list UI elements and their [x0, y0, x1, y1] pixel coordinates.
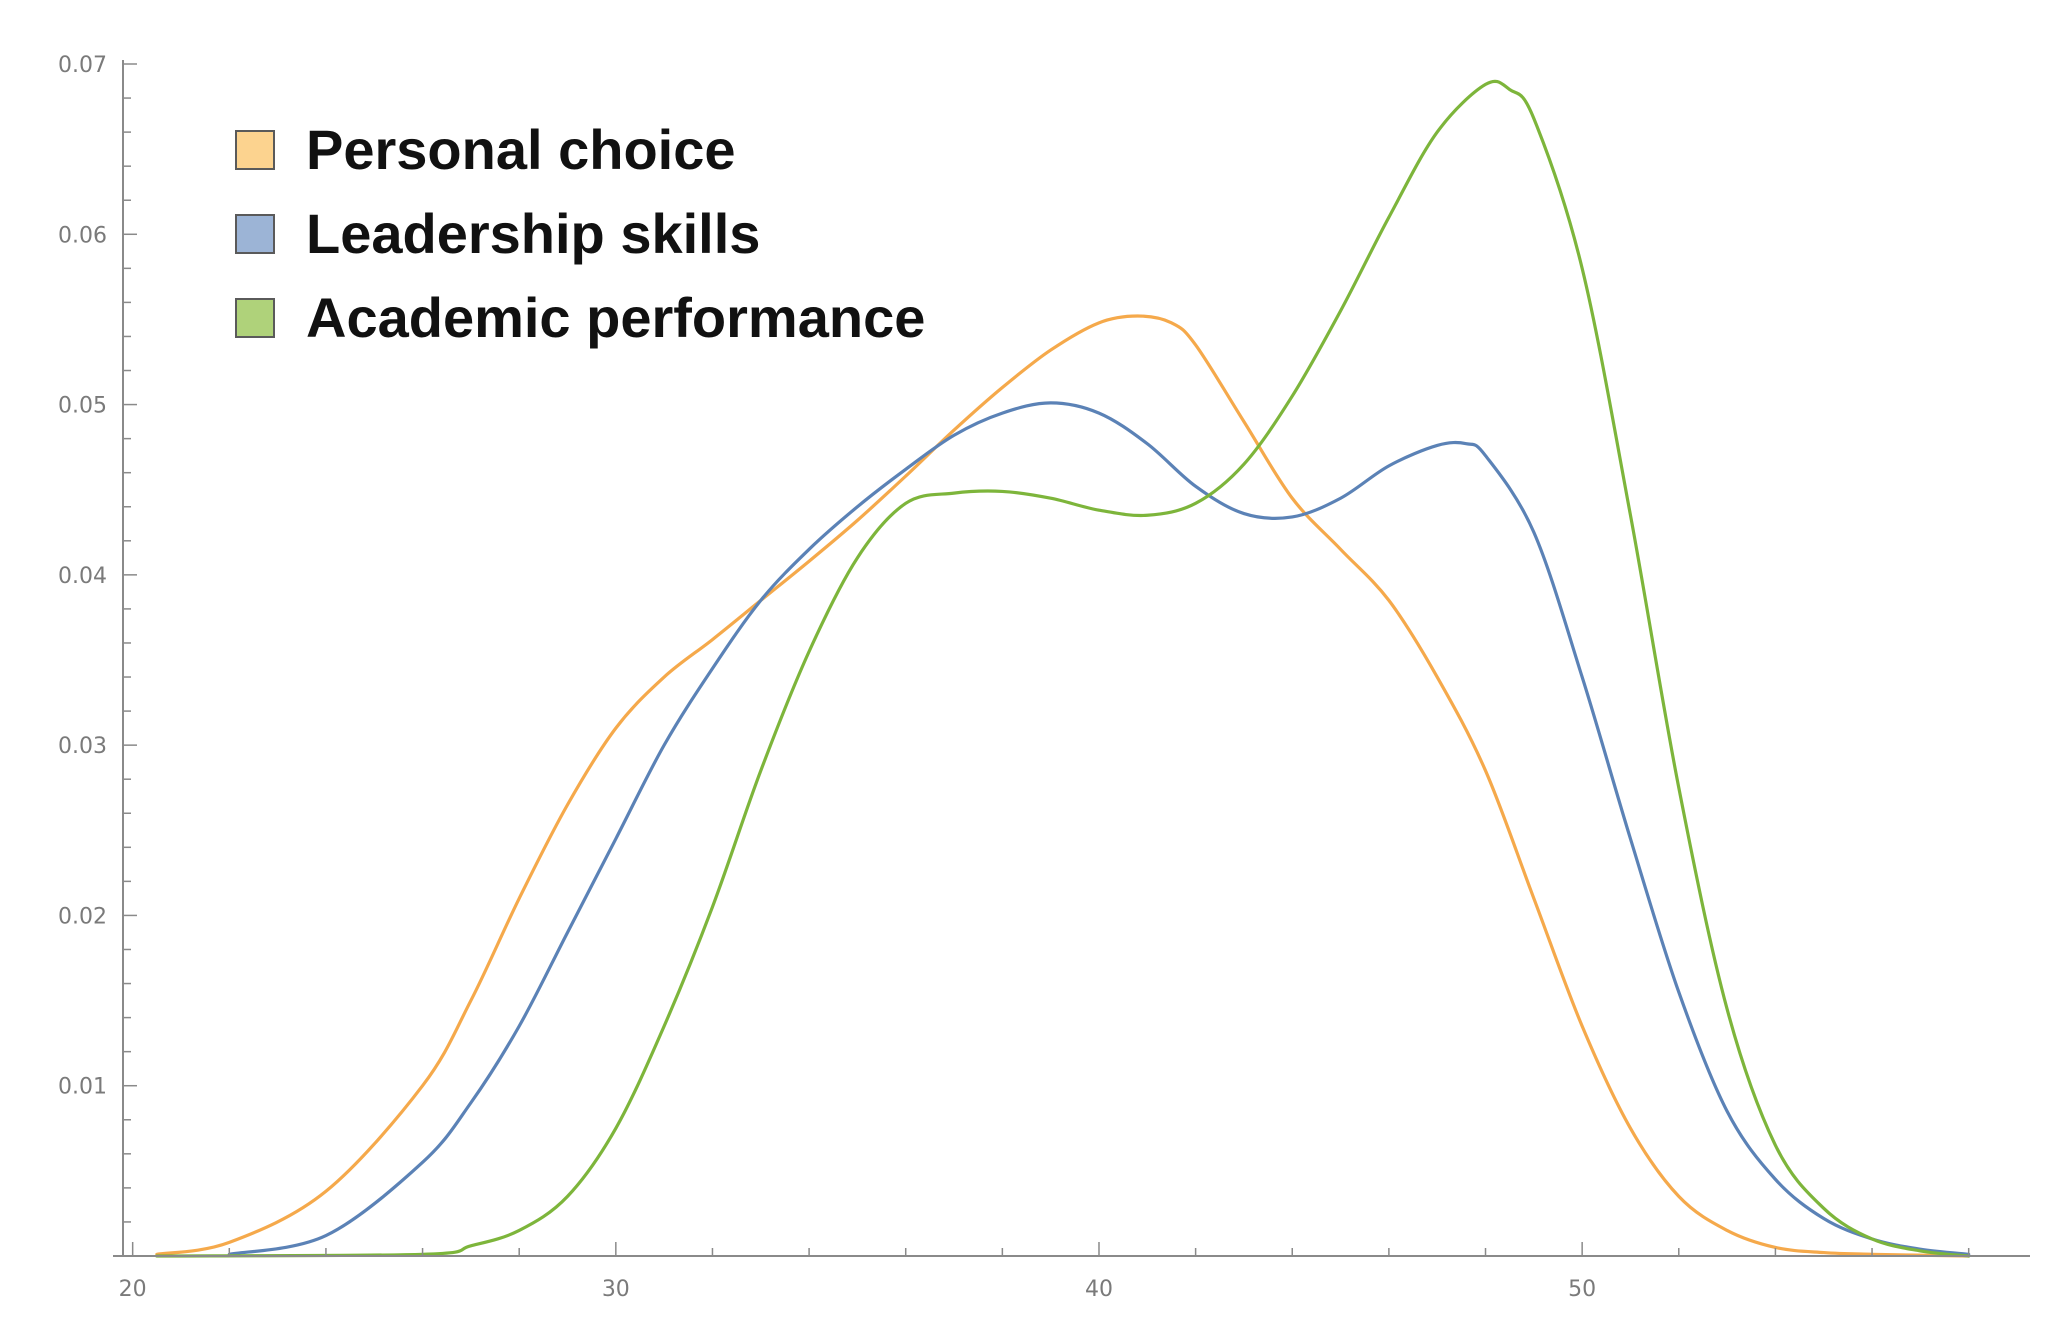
series-line-leadership-skills: [227, 401, 1971, 1256]
series-line-academic-performance: [155, 79, 1971, 1258]
legend: Personal choice Leadership skills Academic…: [235, 118, 925, 349]
legend-swatch: [235, 298, 275, 338]
series-line-personal-choice: [155, 314, 1971, 1258]
y-tick-label: 0.06: [58, 223, 107, 248]
y-tick-label: 0.02: [58, 904, 107, 929]
legend-swatch: [235, 130, 275, 170]
legend-swatch: [235, 214, 275, 254]
x-tick-label: 30: [602, 1277, 630, 1302]
axis-ticks: [123, 63, 1970, 1256]
y-tick-label: 0.07: [58, 53, 107, 78]
x-tick-label: 20: [119, 1277, 147, 1302]
legend-label: Personal choice: [306, 118, 736, 181]
y-tick-label: 0.01: [58, 1075, 107, 1100]
axis-tick-labels: 20 30 40 50 0.01 0.02 0.03 0.04 0.05 0.06 0.07: [58, 53, 1596, 1302]
legend-label: Academic performance: [306, 286, 925, 349]
x-tick-label: 50: [1568, 1277, 1596, 1302]
y-tick-label: 0.05: [58, 394, 107, 419]
series-curves: [155, 79, 1971, 1258]
legend-label: Leadership skills: [306, 202, 760, 265]
y-tick-label: 0.03: [58, 734, 107, 759]
x-tick-label: 40: [1085, 1277, 1113, 1302]
y-tick-label: 0.04: [58, 564, 107, 589]
